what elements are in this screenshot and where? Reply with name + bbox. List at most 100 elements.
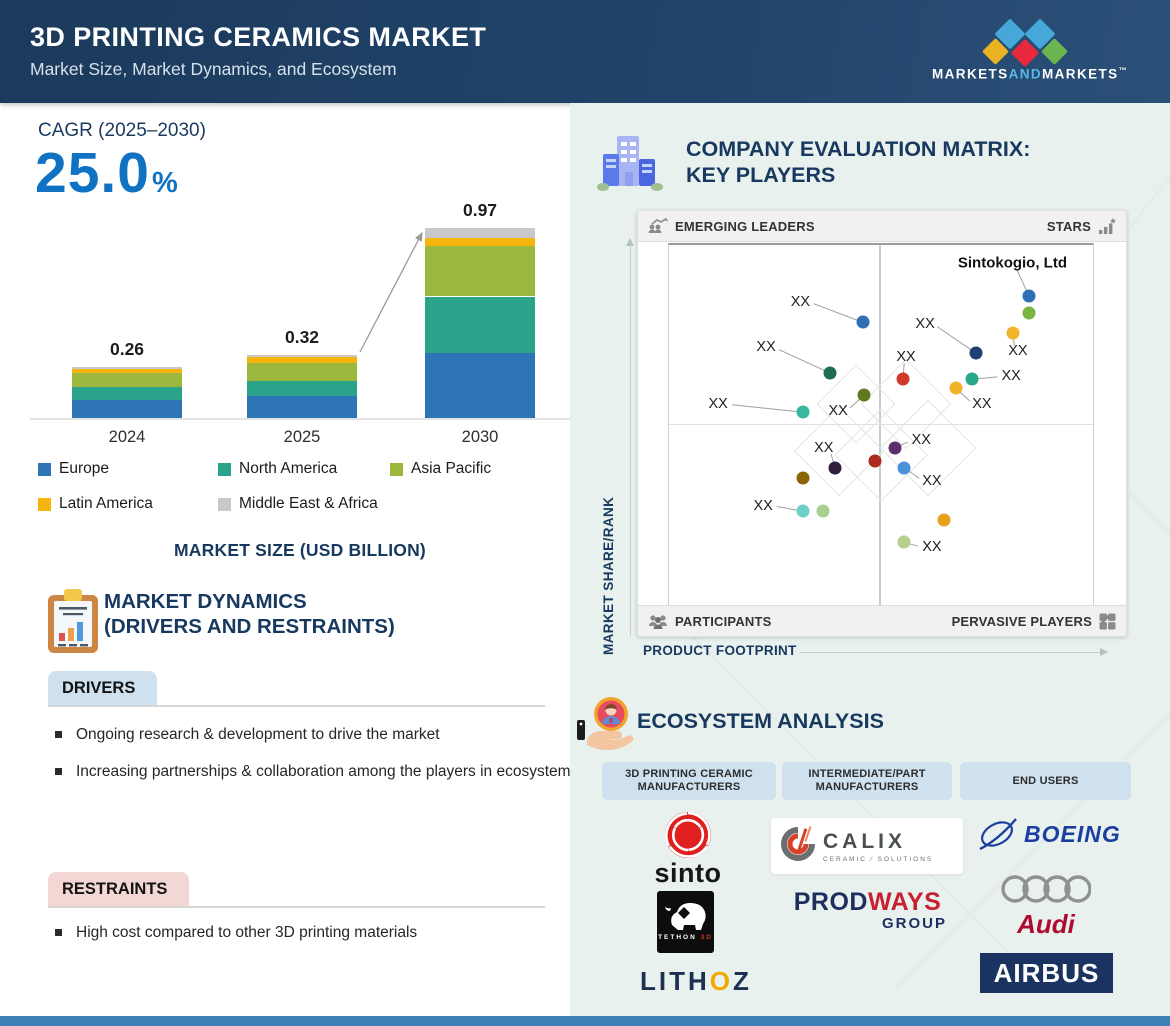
bar-category-label: 2025 xyxy=(283,428,321,446)
prodways-logo: PRODWAYS GROUP xyxy=(770,888,965,932)
chip-intermediate-part-manufacturers: INTERMEDIATE/PART MANUFACTURERS xyxy=(782,762,952,800)
matrix-point xyxy=(816,504,830,518)
bar-segment-asia-pacific xyxy=(425,245,535,297)
matrix-point xyxy=(857,388,871,402)
legend-item: North America xyxy=(218,460,390,478)
clipboard-chart-icon xyxy=(48,589,98,653)
puzzle-icon xyxy=(1099,613,1116,629)
bar-segment-north-america xyxy=(425,296,535,354)
matrix-point xyxy=(937,513,951,527)
matrix-point xyxy=(1022,289,1036,303)
bar-segment-asia-pacific xyxy=(247,363,357,381)
legend-item: Asia Pacific xyxy=(390,460,543,478)
calix-logo-icon xyxy=(781,826,815,861)
market-size-bar-chart: 0.26 2024 0.32 2025 0.97 2030 xyxy=(30,195,570,446)
matrix-point-label: XX xyxy=(972,396,992,413)
legend-swatch xyxy=(218,462,231,476)
airbus-logo-text: AIRBUS xyxy=(993,957,1100,988)
matrix-point-label: XX xyxy=(896,349,916,366)
bison-icon xyxy=(664,903,706,930)
bar-segment-north-america xyxy=(247,380,357,397)
matrix-point xyxy=(823,366,837,380)
bar-total-label: 0.97 xyxy=(462,199,498,220)
legend-label: Latin America xyxy=(59,495,153,512)
driver-item: Ongoing research & development to drive … xyxy=(55,723,568,746)
tethon-logo-text: TETHON xyxy=(658,934,697,941)
footer-accent-bar xyxy=(0,1016,1170,1026)
matrix-point xyxy=(796,471,810,485)
matrix-point-label: XX xyxy=(756,339,776,356)
calix-logo-text: CALIX xyxy=(823,829,906,853)
sinto-logo-icon xyxy=(664,811,711,858)
bar-segment-north-america xyxy=(72,386,182,401)
hand-person-icon xyxy=(577,697,634,750)
matrix-point-label: XX xyxy=(1001,368,1021,385)
matrix-point xyxy=(856,315,870,329)
legend-item: Middle East & Africa xyxy=(218,495,390,513)
matrix-point xyxy=(868,454,882,468)
matrix-bottom-strip: PARTICIPANTS PERVASIVE PLAYERS xyxy=(638,605,1126,636)
quadrant-label-emerging-leaders: EMERGING LEADERS xyxy=(675,218,815,234)
bar-segment-middle-east-africa xyxy=(425,227,535,238)
matrix-point-label: XX xyxy=(753,497,773,514)
matrix-x-axis-label: PRODUCT FOOTPRINT xyxy=(643,643,797,658)
market-dynamics-title: MARKET DYNAMICS (DRIVERS AND RESTRAINTS) xyxy=(104,590,395,638)
stars-icon xyxy=(1099,217,1116,234)
matrix-x-axis-arrowhead xyxy=(1100,648,1108,656)
matrix-point-label: XX xyxy=(828,403,848,420)
chip-end-users: END USERS xyxy=(960,762,1131,800)
lithoz-logo: LITHOZ xyxy=(640,966,752,996)
bar-segment-latin-america xyxy=(247,357,357,364)
emerging-leaders-icon xyxy=(648,218,668,233)
airbus-logo: AIRBUS xyxy=(980,953,1113,993)
bar-total-label: 0.32 xyxy=(284,327,320,348)
brand-wordmark: MARKETSANDMARKETS™ xyxy=(932,66,1128,82)
legend-label: North America xyxy=(239,460,338,477)
calix-logo-subtext: CERAMIC ∕ SOLUTIONS xyxy=(823,855,934,863)
legend-label: Asia Pacific xyxy=(411,460,492,477)
quadrant-label-stars: STARS xyxy=(1046,218,1091,234)
matrix-title: COMPANY EVALUATION MATRIX: KEY PLAYERS xyxy=(686,137,1031,187)
restraints-tab: RESTRAINTS xyxy=(48,872,190,907)
quadrant-label-pervasive-players: PERVASIVE PLAYERS xyxy=(951,613,1092,629)
bar-category-label: 2030 xyxy=(461,428,499,446)
matrix-point xyxy=(796,504,810,518)
quadrant-label-participants: PARTICIPANTS xyxy=(675,613,772,629)
matrix-point xyxy=(897,535,911,549)
bar-segment-europe xyxy=(425,353,535,418)
boeing-logo-icon xyxy=(979,818,1017,851)
bar-segment-europe xyxy=(72,400,182,418)
restraints-underline xyxy=(48,906,545,908)
matrix-top-strip: EMERGING LEADERS STARS xyxy=(638,211,1126,242)
buildings-icon xyxy=(597,136,663,191)
matrix-point-label: XX xyxy=(708,396,728,413)
drivers-tab: DRIVERS xyxy=(48,671,158,706)
tethon-3d-text: 3D xyxy=(700,934,713,941)
matrix-point xyxy=(896,372,910,386)
bar-segment-middle-east-africa xyxy=(247,355,357,358)
matrix-point-label: XX xyxy=(911,432,931,449)
matrix-point xyxy=(897,461,911,475)
matrix-point-company-label: Sintokogio, Ltd xyxy=(957,254,1068,272)
bar-segment-asia-pacific xyxy=(72,372,182,387)
legend-swatch xyxy=(390,462,403,476)
matrix-point xyxy=(949,381,963,395)
participants-icon xyxy=(649,615,667,629)
sinto-logo-text: sinto xyxy=(654,858,722,888)
drivers-underline xyxy=(48,705,545,707)
audi-logo-text: Audi xyxy=(1017,909,1075,939)
cagr-label: CAGR (2025–2030) xyxy=(38,120,206,141)
bar-segment-europe xyxy=(247,396,357,418)
evaluation-matrix-card: EMERGING LEADERS STARS XX XX XX XX Sinto xyxy=(637,210,1127,637)
legend-swatch xyxy=(218,497,231,511)
matrix-y-axis-arrowhead xyxy=(626,238,634,246)
page-title: 3D PRINTING CERAMICS MARKET xyxy=(30,22,487,52)
cagr-value: 25.0 % xyxy=(35,141,178,205)
legend-label: Middle East & Africa xyxy=(239,495,378,512)
audi-logo: Audi xyxy=(1001,872,1092,940)
legend-swatch xyxy=(38,497,51,511)
matrix-center-vline xyxy=(878,245,881,607)
ecosystem-title: ECOSYSTEM ANALYSIS xyxy=(637,709,884,733)
matrix-point-label: XX xyxy=(1008,343,1028,360)
